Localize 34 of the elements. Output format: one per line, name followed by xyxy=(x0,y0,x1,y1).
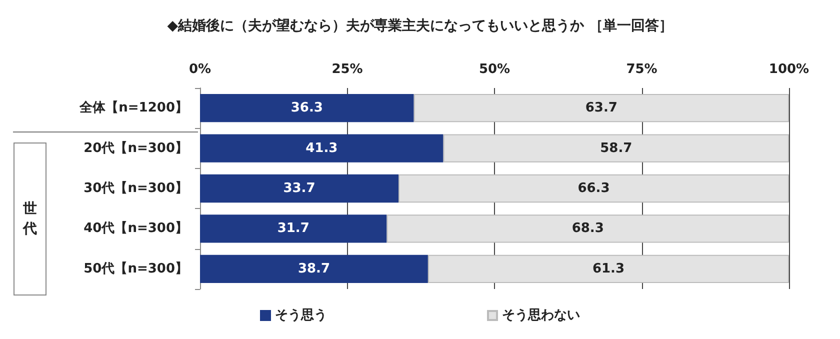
bar xyxy=(386,214,789,243)
y-tick-label: 20代【n=300】 xyxy=(84,140,188,156)
data-label: 68.3 xyxy=(572,221,604,236)
data-label: 58.7 xyxy=(600,140,632,156)
data-label: 36.3 xyxy=(290,100,323,116)
data-label: 61.3 xyxy=(592,261,625,276)
text: 世代 xyxy=(22,201,37,237)
y-tick-label: 40代【n=300】 xyxy=(84,220,188,236)
data-label: 41.3 xyxy=(306,140,338,156)
chart-title: ◆結婚後に（夫が望むなら）夫が専業主夫になってもいいと思うか ［単一回答］ xyxy=(167,17,673,34)
y-tick-label: 30代【n=300】 xyxy=(84,180,188,196)
x-tick-label: 50% xyxy=(478,62,510,77)
x-tick-label: 25% xyxy=(332,62,363,77)
x-tick-label: 0% xyxy=(188,62,212,77)
bar xyxy=(398,174,789,203)
bar xyxy=(443,134,789,162)
bar xyxy=(414,94,789,122)
bar xyxy=(200,134,444,162)
data-label: 31.7 xyxy=(277,221,310,236)
legend-label: そう思う xyxy=(275,308,327,323)
x-tick-label: 75% xyxy=(626,62,658,77)
data-label: 38.7 xyxy=(298,261,330,276)
y-tick-label: 全体【n=1200】 xyxy=(78,100,188,116)
legend-label: そう思わない xyxy=(502,308,580,323)
y-tick-label: 50代【n=300】 xyxy=(84,260,188,276)
x-tick-label: 100% xyxy=(768,62,810,77)
bar xyxy=(200,94,414,122)
bar xyxy=(200,174,398,203)
bar xyxy=(200,254,428,283)
bar xyxy=(428,254,789,283)
data-label: 33.7 xyxy=(283,181,316,196)
data-label: 63.7 xyxy=(585,100,618,116)
bar xyxy=(200,214,387,243)
data-label: 66.3 xyxy=(578,181,610,196)
